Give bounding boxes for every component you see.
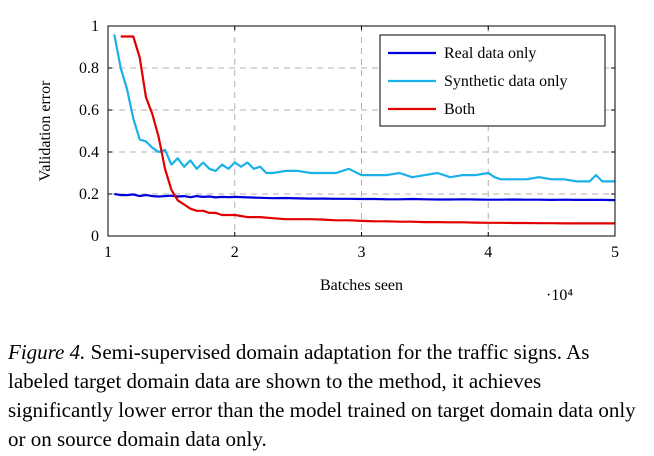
caption-text: Semi-supervised domain adaptation for th… [8,340,636,451]
series-line-real-data-only [114,192,616,202]
chart: 1 2 3 4 5 0 0.2 0.4 0.6 0.8 1 Validation error Bat… [37,18,619,304]
legend: Real data only Synthetic data only Both [379,34,606,127]
series-line-synthetic-data-only [113,34,615,183]
series-layer [113,34,616,225]
legend-entry: Both [444,101,475,118]
y-tick-label: 0 [91,228,99,245]
legend-entry: Real data only [444,45,536,62]
x-tick-label: 4 [484,244,492,261]
y-tick-label: 0.2 [79,186,99,203]
figure-caption: Figure 4. Semi-supervised domain adaptat… [8,338,650,454]
ticks: 1 2 3 4 5 0 0.2 0.4 0.6 0.8 1 [79,18,619,261]
x-tick-label: 5 [611,244,619,261]
y-tick-label: 0.8 [79,60,99,77]
y-tick-label: 1 [91,18,99,35]
x-axis-multiplier: ·10⁴ [546,287,573,304]
y-tick-label: 0.4 [79,144,99,161]
x-tick-label: 3 [358,244,366,261]
x-tick-label: 1 [104,244,112,261]
series-line-both [120,35,615,225]
y-axis-label: Validation error [37,80,54,182]
x-axis-label: Batches seen [320,277,403,294]
y-tick-label: 0.6 [79,102,99,119]
x-tick-label: 2 [231,244,239,261]
legend-entry: Synthetic data only [444,73,568,90]
figure-label: Figure 4. [8,340,86,364]
